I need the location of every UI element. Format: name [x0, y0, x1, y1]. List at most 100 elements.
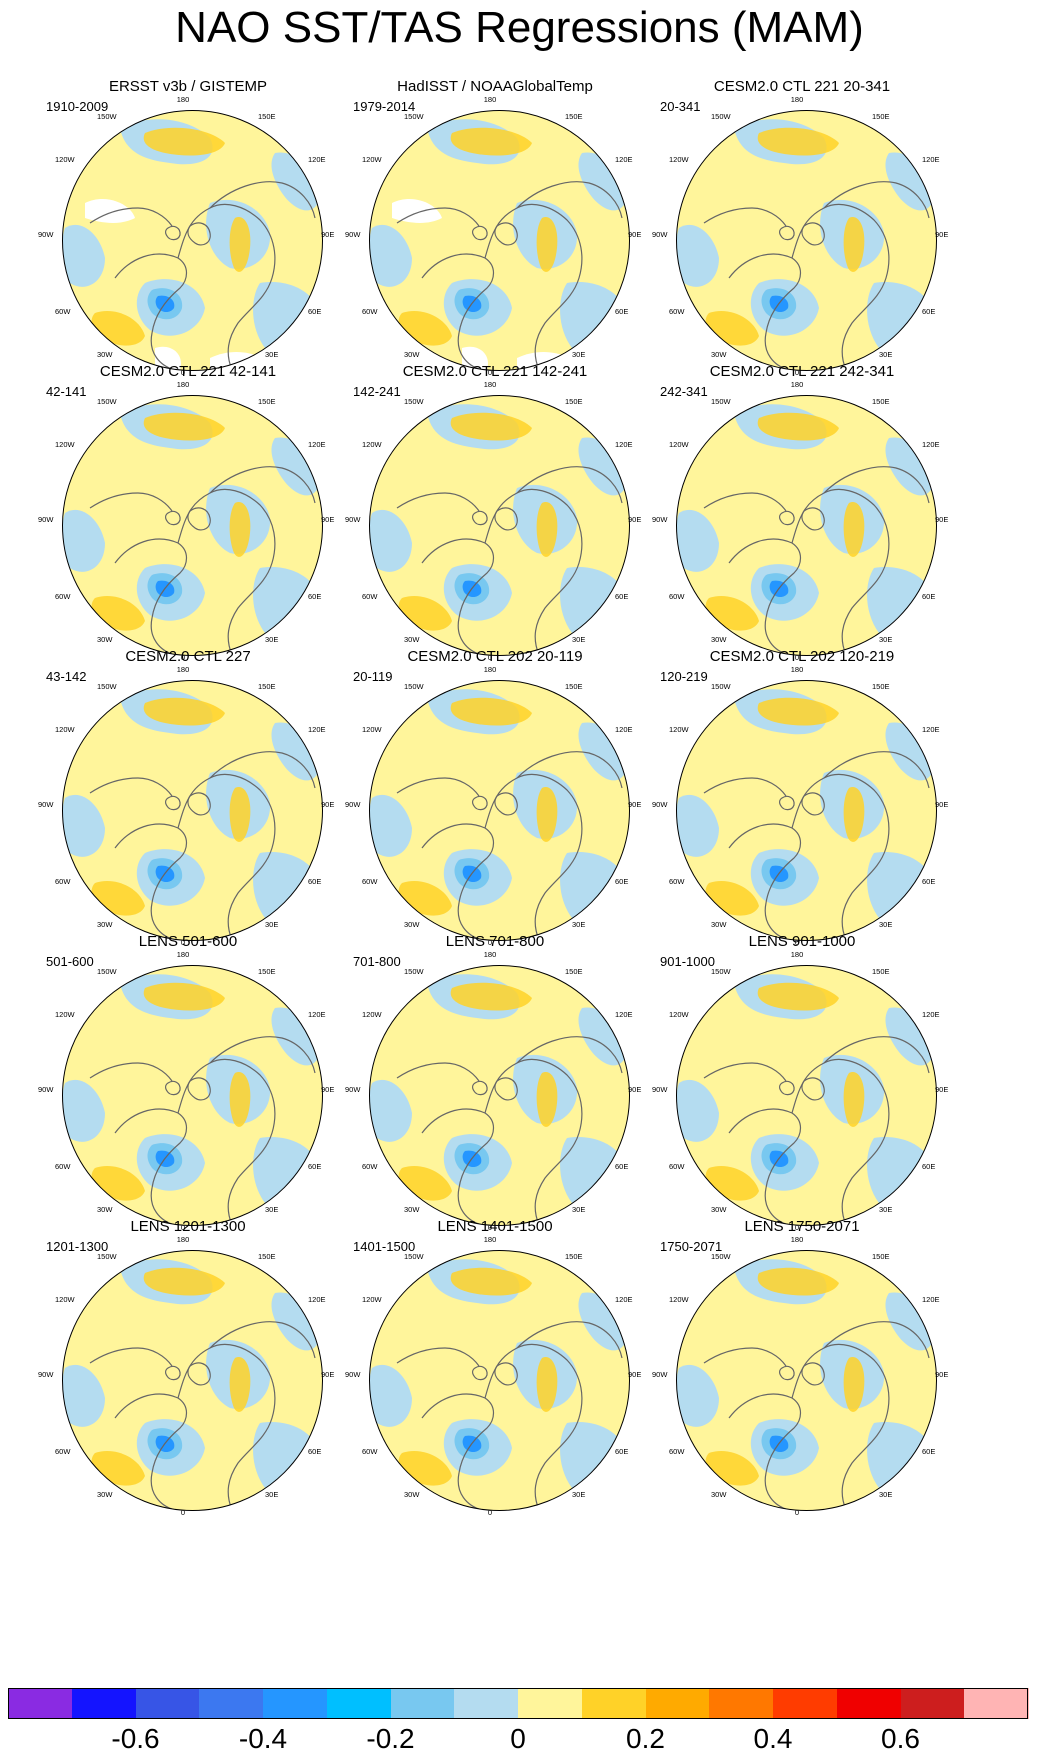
figure-title: NAO SST/TAS Regressions (MAM)	[175, 3, 864, 52]
lon-label-0: 0	[794, 938, 800, 947]
panel-period: 1979-2014	[353, 99, 416, 114]
lon-label-150e: 150E	[258, 967, 276, 976]
lon-label-150e: 150E	[258, 397, 276, 406]
colorbar-swatch	[709, 1688, 774, 1719]
polar-map	[676, 680, 937, 941]
panel-title: CESM2.0 CTL 202 120-219	[709, 648, 895, 665]
map-panel: CESM2.0 CTL 227 43-142 180 0 90W 90E 150W 150E 1…	[33, 648, 343, 963]
lon-label-90w: 90W	[652, 800, 668, 809]
lon-label-150e: 150E	[565, 682, 583, 691]
map-panel: LENS 501-600 501-600 180 0 90W 90E 150W 150E 120…	[33, 933, 343, 1248]
colorbar-swatch	[135, 1688, 200, 1719]
lon-label-120w: 120W	[362, 725, 382, 734]
map-field	[676, 110, 937, 371]
colorbar-swatch	[199, 1688, 264, 1719]
lon-label-90w: 90W	[345, 1370, 361, 1379]
lon-label-180: 180	[483, 95, 497, 104]
panel-period: 43-142	[46, 669, 87, 684]
polar-map	[62, 680, 323, 941]
lon-label-60e: 60E	[922, 307, 936, 316]
panel-period: 1750-2071	[660, 1239, 723, 1254]
lon-label-0: 0	[180, 938, 186, 947]
lon-label-120e: 120E	[615, 1010, 633, 1019]
map-panel: HadISST / NOAAGlobalTemp 1979-2014 180 0 90W…	[340, 78, 650, 393]
map-field	[676, 1250, 937, 1511]
polar-map	[369, 965, 630, 1226]
lon-label-120w: 120W	[669, 1295, 689, 1304]
lon-label-60w: 60W	[669, 1447, 685, 1456]
lon-label-30e: 30E	[265, 1205, 279, 1214]
lon-label-120w: 120W	[55, 1295, 75, 1304]
panel-period: 1201-1300	[46, 1239, 109, 1254]
panel-period: 242-341	[660, 384, 708, 399]
lon-label-180: 180	[483, 380, 497, 389]
panel-period: 20-341	[660, 99, 701, 114]
polar-map	[62, 965, 323, 1226]
lon-label-120e: 120E	[308, 725, 326, 734]
map-panel: CESM2.0 CTL 221 42-141 42-141 180 0 90W 90E 15…	[33, 363, 343, 678]
lon-label-120e: 120E	[308, 155, 326, 164]
colorbar-swatch	[326, 1688, 391, 1719]
lon-label-30e: 30E	[265, 1490, 279, 1499]
lon-label-120w: 120W	[55, 1010, 75, 1019]
colorbar-tick-label: 0.4	[753, 1723, 793, 1754]
lon-label-60w: 60W	[55, 877, 71, 886]
lon-label-120e: 120E	[922, 1010, 940, 1019]
lon-label-150e: 150E	[258, 682, 276, 691]
panel-title: CESM2.0 CTL 221 142-241	[402, 363, 588, 380]
lon-label-150e: 150E	[258, 112, 276, 121]
lon-label-150e: 150E	[565, 1252, 583, 1261]
lon-label-0: 0	[487, 653, 493, 662]
lon-label-120w: 120W	[362, 440, 382, 449]
map-field	[369, 965, 630, 1226]
lon-label-60w: 60W	[362, 592, 378, 601]
panel-period: 42-141	[46, 384, 87, 399]
lon-label-120e: 120E	[922, 1295, 940, 1304]
lon-label-60w: 60W	[362, 877, 378, 886]
panel-period: 142-241	[353, 384, 401, 399]
lon-label-150e: 150E	[258, 1252, 276, 1261]
panel-period: 901-1000	[660, 954, 715, 969]
lon-label-180: 180	[790, 950, 804, 959]
colorbar-swatch	[645, 1688, 710, 1719]
colorbar-swatch	[8, 1688, 73, 1719]
lon-label-60w: 60W	[669, 592, 685, 601]
lon-label-60w: 60W	[55, 307, 71, 316]
lon-label-0: 0	[180, 653, 186, 662]
lon-label-30e: 30E	[265, 920, 279, 929]
lon-label-90w: 90W	[345, 800, 361, 809]
lon-label-30w: 30W	[97, 1490, 113, 1499]
lon-label-150w: 150W	[711, 397, 731, 406]
lon-label-150e: 150E	[872, 397, 890, 406]
lon-label-150w: 150W	[404, 397, 424, 406]
lon-label-150w: 150W	[404, 1252, 424, 1261]
panel-period: 1401-1500	[353, 1239, 416, 1254]
lon-label-120e: 120E	[922, 155, 940, 164]
lon-label-90e: 90E	[935, 1085, 949, 1094]
colorbar-swatch	[836, 1688, 901, 1719]
lon-label-180: 180	[790, 95, 804, 104]
lon-label-0: 0	[180, 368, 186, 377]
map-panel: LENS 1750-2071 1750-2071 180 0 90W 90E 150W 150…	[647, 1218, 957, 1533]
lon-label-60e: 60E	[922, 1162, 936, 1171]
lon-label-150w: 150W	[97, 112, 117, 121]
polar-map	[676, 395, 937, 656]
lon-label-90w: 90W	[652, 515, 668, 524]
lon-label-150w: 150W	[404, 967, 424, 976]
colorbar-swatch	[263, 1688, 328, 1719]
polar-map	[676, 110, 937, 371]
colorbar-swatch	[71, 1688, 136, 1719]
lon-label-30e: 30E	[879, 1205, 893, 1214]
lon-label-90e: 90E	[935, 515, 949, 524]
lon-label-30e: 30E	[572, 1205, 586, 1214]
colorbar-swatch	[390, 1688, 455, 1719]
colorbar-tick-label: 0.6	[881, 1723, 920, 1754]
lon-label-120e: 120E	[308, 440, 326, 449]
colorbar	[8, 1688, 1029, 1720]
lon-label-60e: 60E	[308, 877, 322, 886]
lon-label-30w: 30W	[404, 350, 420, 359]
panel-title: CESM2.0 CTL 221 242-341	[709, 363, 895, 380]
lon-label-0: 0	[794, 653, 800, 662]
lon-label-150e: 150E	[565, 112, 583, 121]
panel-period: 20-119	[353, 669, 393, 684]
